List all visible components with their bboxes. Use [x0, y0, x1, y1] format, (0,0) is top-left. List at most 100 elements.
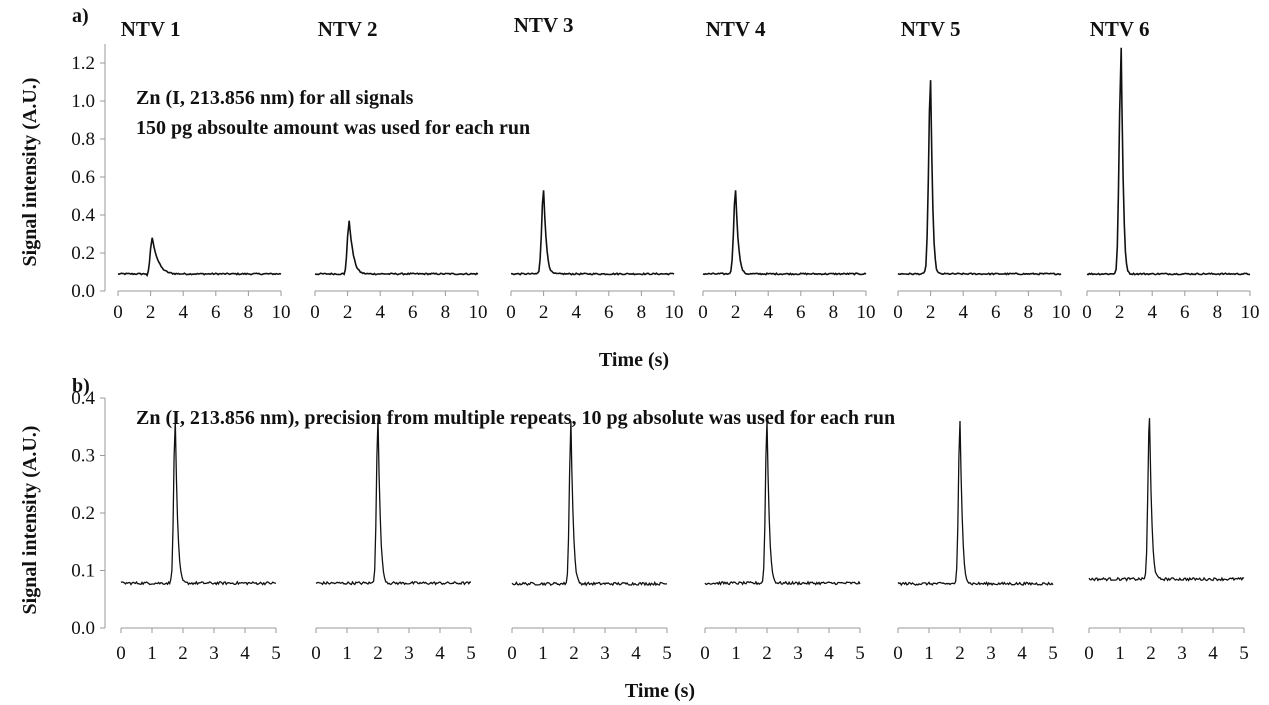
- x-tick-label: 5: [1048, 643, 1058, 664]
- x-tick-label: 0: [700, 643, 710, 664]
- x-tick-label: 3: [793, 643, 803, 664]
- x-tick-label: 0: [1082, 302, 1092, 323]
- panel-a-xlabel: Time (s): [599, 349, 669, 371]
- x-tick-label: 6: [1180, 302, 1190, 323]
- series-trace: [897, 80, 1062, 276]
- x-tick-label: 6: [604, 302, 614, 323]
- x-tick-label: 1: [147, 643, 157, 664]
- x-tick-label: 5: [271, 643, 281, 664]
- series-title: NTV 2: [318, 17, 378, 41]
- x-tick-label: 6: [991, 302, 1001, 323]
- x-tick-label: 0: [310, 302, 320, 323]
- x-tick-label: 0: [698, 302, 708, 323]
- y-tick-label: 0.0: [71, 281, 95, 302]
- x-tick-label: 1: [731, 643, 741, 664]
- y-tick-label: 0.4: [71, 205, 95, 226]
- y-tick-label: 0.1: [71, 561, 95, 582]
- y-tick-label: 0.2: [71, 243, 95, 264]
- x-tick-label: 2: [731, 302, 741, 323]
- series-trace: [1088, 418, 1245, 582]
- x-tick-label: 8: [829, 302, 839, 323]
- x-tick-label: 6: [796, 302, 806, 323]
- x-tick-label: 2: [373, 643, 383, 664]
- x-tick-label: 0: [311, 643, 321, 664]
- x-tick-label: 3: [986, 643, 996, 664]
- series-title: NTV 1: [121, 17, 181, 41]
- x-tick-label: 4: [1147, 302, 1157, 323]
- x-tick-label: 2: [539, 302, 549, 323]
- panel-b-ylabel: Signal intensity (A.U.): [19, 426, 41, 615]
- x-tick-label: 6: [211, 302, 221, 323]
- x-tick-label: 0: [507, 643, 517, 664]
- x-tick-label: 4: [571, 302, 581, 323]
- x-tick-label: 1: [1115, 643, 1125, 664]
- y-tick-label: 0.0: [71, 618, 95, 639]
- y-tick-label: 0.8: [71, 129, 95, 150]
- x-tick-label: 4: [178, 302, 188, 323]
- x-tick-label: 4: [375, 302, 385, 323]
- x-tick-label: 10: [1241, 302, 1260, 323]
- series-trace: [315, 418, 472, 586]
- x-tick-label: 4: [435, 643, 445, 664]
- x-tick-label: 2: [1146, 643, 1156, 664]
- x-tick-label: 8: [441, 302, 451, 323]
- x-tick-label: 8: [244, 302, 254, 323]
- series-trace: [704, 420, 861, 586]
- series-trace: [897, 420, 1054, 587]
- series-trace: [120, 420, 276, 586]
- x-tick-label: 5: [1239, 643, 1249, 664]
- x-tick-label: 4: [824, 643, 834, 664]
- x-tick-label: 6: [408, 302, 418, 323]
- x-tick-label: 10: [857, 302, 876, 323]
- y-tick-label: 0.6: [71, 167, 95, 188]
- series-title: NTV 5: [901, 17, 961, 41]
- x-tick-label: 4: [958, 302, 968, 323]
- x-tick-label: 2: [146, 302, 156, 323]
- x-tick-label: 4: [1208, 643, 1218, 664]
- x-tick-label: 4: [1017, 643, 1027, 664]
- x-tick-label: 4: [763, 302, 773, 323]
- x-tick-label: 2: [1115, 302, 1125, 323]
- x-tick-label: 5: [855, 643, 865, 664]
- x-tick-label: 8: [1024, 302, 1034, 323]
- panel-a-ylabel: Signal intensity (A.U.): [19, 78, 41, 267]
- series-title: NTV 6: [1090, 17, 1150, 41]
- x-tick-label: 3: [209, 643, 219, 664]
- series-trace: [117, 237, 282, 278]
- x-tick-label: 8: [637, 302, 647, 323]
- y-tick-label: 0.2: [71, 503, 95, 524]
- x-tick-label: 3: [600, 643, 610, 664]
- x-tick-label: 2: [762, 643, 772, 664]
- x-tick-label: 4: [240, 643, 250, 664]
- x-tick-label: 0: [893, 302, 903, 323]
- y-tick-label: 1.0: [71, 91, 95, 112]
- x-tick-label: 3: [404, 643, 414, 664]
- x-tick-label: 10: [665, 302, 684, 323]
- x-tick-label: 0: [893, 643, 903, 664]
- panel-b-annotation: Zn (I, 213.856 nm), precision from multi…: [136, 407, 895, 429]
- x-tick-label: 10: [272, 302, 291, 323]
- x-tick-label: 3: [1177, 643, 1187, 664]
- series-trace: [702, 190, 867, 276]
- x-tick-label: 1: [538, 643, 548, 664]
- panel-a-label: a): [72, 5, 89, 27]
- series-trace: [1086, 47, 1250, 276]
- x-tick-label: 0: [116, 643, 126, 664]
- x-tick-label: 0: [1084, 643, 1094, 664]
- x-tick-label: 8: [1213, 302, 1223, 323]
- x-tick-label: 2: [569, 643, 579, 664]
- series-trace: [511, 190, 675, 276]
- x-tick-label: 5: [662, 643, 672, 664]
- panel-a-annotation-line-1: Zn (I, 213.856 nm) for all signals: [136, 87, 414, 109]
- panel-b-xlabel: Time (s): [625, 680, 695, 702]
- y-tick-label: 1.2: [71, 53, 95, 74]
- x-tick-label: 2: [343, 302, 353, 323]
- x-tick-label: 0: [113, 302, 123, 323]
- series-trace: [511, 420, 667, 587]
- x-tick-label: 10: [469, 302, 488, 323]
- series-title: NTV 3: [514, 13, 574, 37]
- x-tick-label: 2: [955, 643, 965, 664]
- x-tick-label: 1: [342, 643, 352, 664]
